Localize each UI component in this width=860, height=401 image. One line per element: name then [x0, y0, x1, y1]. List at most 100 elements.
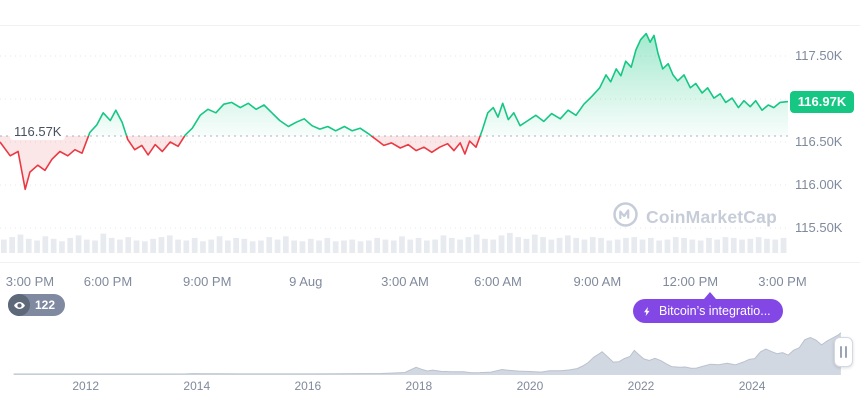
volume-bar — [747, 238, 754, 253]
volume-bar — [523, 238, 530, 253]
volume-bar — [1, 239, 7, 253]
time-axis-label: 3:00 PM — [758, 274, 807, 289]
drag-grip-icon — [840, 346, 842, 358]
volume-bar — [764, 238, 770, 253]
volume-bar — [100, 233, 107, 253]
volume-bars — [1, 232, 787, 253]
volume-bar — [714, 239, 720, 253]
volume-bar — [366, 240, 372, 253]
time-axis-label: 6:00 PM — [83, 274, 133, 289]
volume-bar — [457, 239, 463, 253]
volume-bar — [540, 237, 546, 253]
volume-bar — [274, 239, 281, 253]
volume-bar — [606, 240, 613, 253]
volume-bar — [672, 237, 679, 253]
volume-bar — [233, 237, 239, 253]
volume-bar — [9, 237, 15, 253]
volume-bar — [631, 237, 638, 253]
area-fill-below-baseline — [0, 136, 788, 190]
year-axis-label: 2014 — [183, 379, 211, 393]
volume-bar — [299, 241, 306, 253]
history-minimap[interactable] — [8, 330, 852, 375]
time-axis-label: 3:00 AM — [381, 274, 429, 289]
volume-bar — [498, 235, 505, 253]
volume-bar — [415, 237, 422, 253]
volume-bar — [191, 237, 198, 253]
watermark-text: CoinMarketCap — [646, 206, 777, 227]
volume-bar — [473, 234, 480, 253]
volume-bar — [697, 240, 704, 253]
volume-bar — [399, 236, 405, 253]
drag-grip-icon — [845, 346, 847, 358]
minimap-brush-handle[interactable] — [834, 337, 853, 367]
volume-bar — [648, 237, 654, 253]
time-axis-label: 3:00 PM — [5, 274, 55, 289]
area-fill-above-baseline — [0, 33, 788, 136]
watermark: CoinMarketCap — [612, 201, 777, 233]
volume-bar — [507, 232, 513, 253]
current-price-badge: 116.97K — [790, 90, 854, 113]
time-axis-label: 9:00 PM — [183, 274, 232, 289]
price-axis-label: 117.50K — [795, 48, 843, 63]
volume-bar — [482, 238, 488, 253]
volume-bar — [291, 240, 297, 253]
volume-bar — [125, 237, 132, 253]
volume-bar — [407, 239, 414, 253]
volume-bar — [208, 239, 215, 253]
eye-icon — [8, 294, 30, 316]
volume-bar — [432, 239, 438, 253]
volume-bar — [241, 238, 248, 253]
volume-bar — [357, 241, 364, 253]
volume-bar — [573, 237, 579, 253]
volume-bar — [706, 237, 712, 253]
time-axis-label: 9 Aug — [289, 274, 323, 289]
volume-bar — [755, 237, 762, 253]
volume-bar — [67, 237, 74, 253]
volume-bar — [200, 241, 206, 253]
volume-bar — [664, 239, 671, 253]
time-axis-label: 12:00 PM — [662, 274, 719, 289]
volume-bar — [465, 237, 472, 253]
news-annotation-label: Bitcoin’s integratio... — [659, 304, 771, 318]
main-price-chart[interactable] — [0, 25, 788, 231]
volume-bar — [614, 239, 621, 253]
volume-bar — [722, 237, 729, 253]
year-axis-label: 2024 — [738, 379, 766, 393]
annotation-count-badge[interactable]: 122 — [8, 294, 66, 316]
volume-bar — [565, 235, 571, 253]
volume-bar — [158, 237, 165, 253]
volume-bar — [117, 239, 123, 253]
time-axis-label: 9:00 AM — [573, 274, 622, 289]
annotation-count: 122 — [35, 298, 56, 312]
volume-bar — [374, 237, 380, 253]
volume-bar — [266, 237, 273, 253]
volume-bar — [249, 241, 256, 253]
volume-bar — [382, 239, 389, 253]
volume-bar — [17, 234, 24, 253]
price-axis-label: 115.50K — [795, 220, 843, 235]
news-annotation-badge[interactable]: Bitcoin’s integratio... — [633, 299, 783, 323]
volume-bar — [324, 237, 331, 253]
volume-bar — [581, 239, 588, 253]
minimap-line — [13, 332, 842, 375]
volume-bar — [681, 237, 687, 253]
price-line-green — [87, 32, 788, 136]
volume-bar — [598, 237, 604, 253]
volume-bar — [133, 240, 140, 253]
volume-bar — [390, 240, 397, 253]
volume-bar — [639, 239, 646, 253]
minimap-area — [13, 332, 841, 375]
volume-bar — [59, 241, 65, 253]
volume-bar — [42, 236, 49, 253]
year-axis-label: 2022 — [627, 379, 655, 393]
volume-bar — [307, 238, 314, 253]
volume-bar — [316, 240, 322, 253]
volume-bar — [75, 235, 82, 253]
volume-bar — [216, 236, 223, 253]
coinmarketcap-logo-icon — [612, 201, 639, 233]
volume-bar — [341, 240, 347, 253]
volume-bar — [548, 239, 555, 253]
lightning-icon — [642, 305, 653, 318]
volume-bar — [332, 241, 339, 253]
